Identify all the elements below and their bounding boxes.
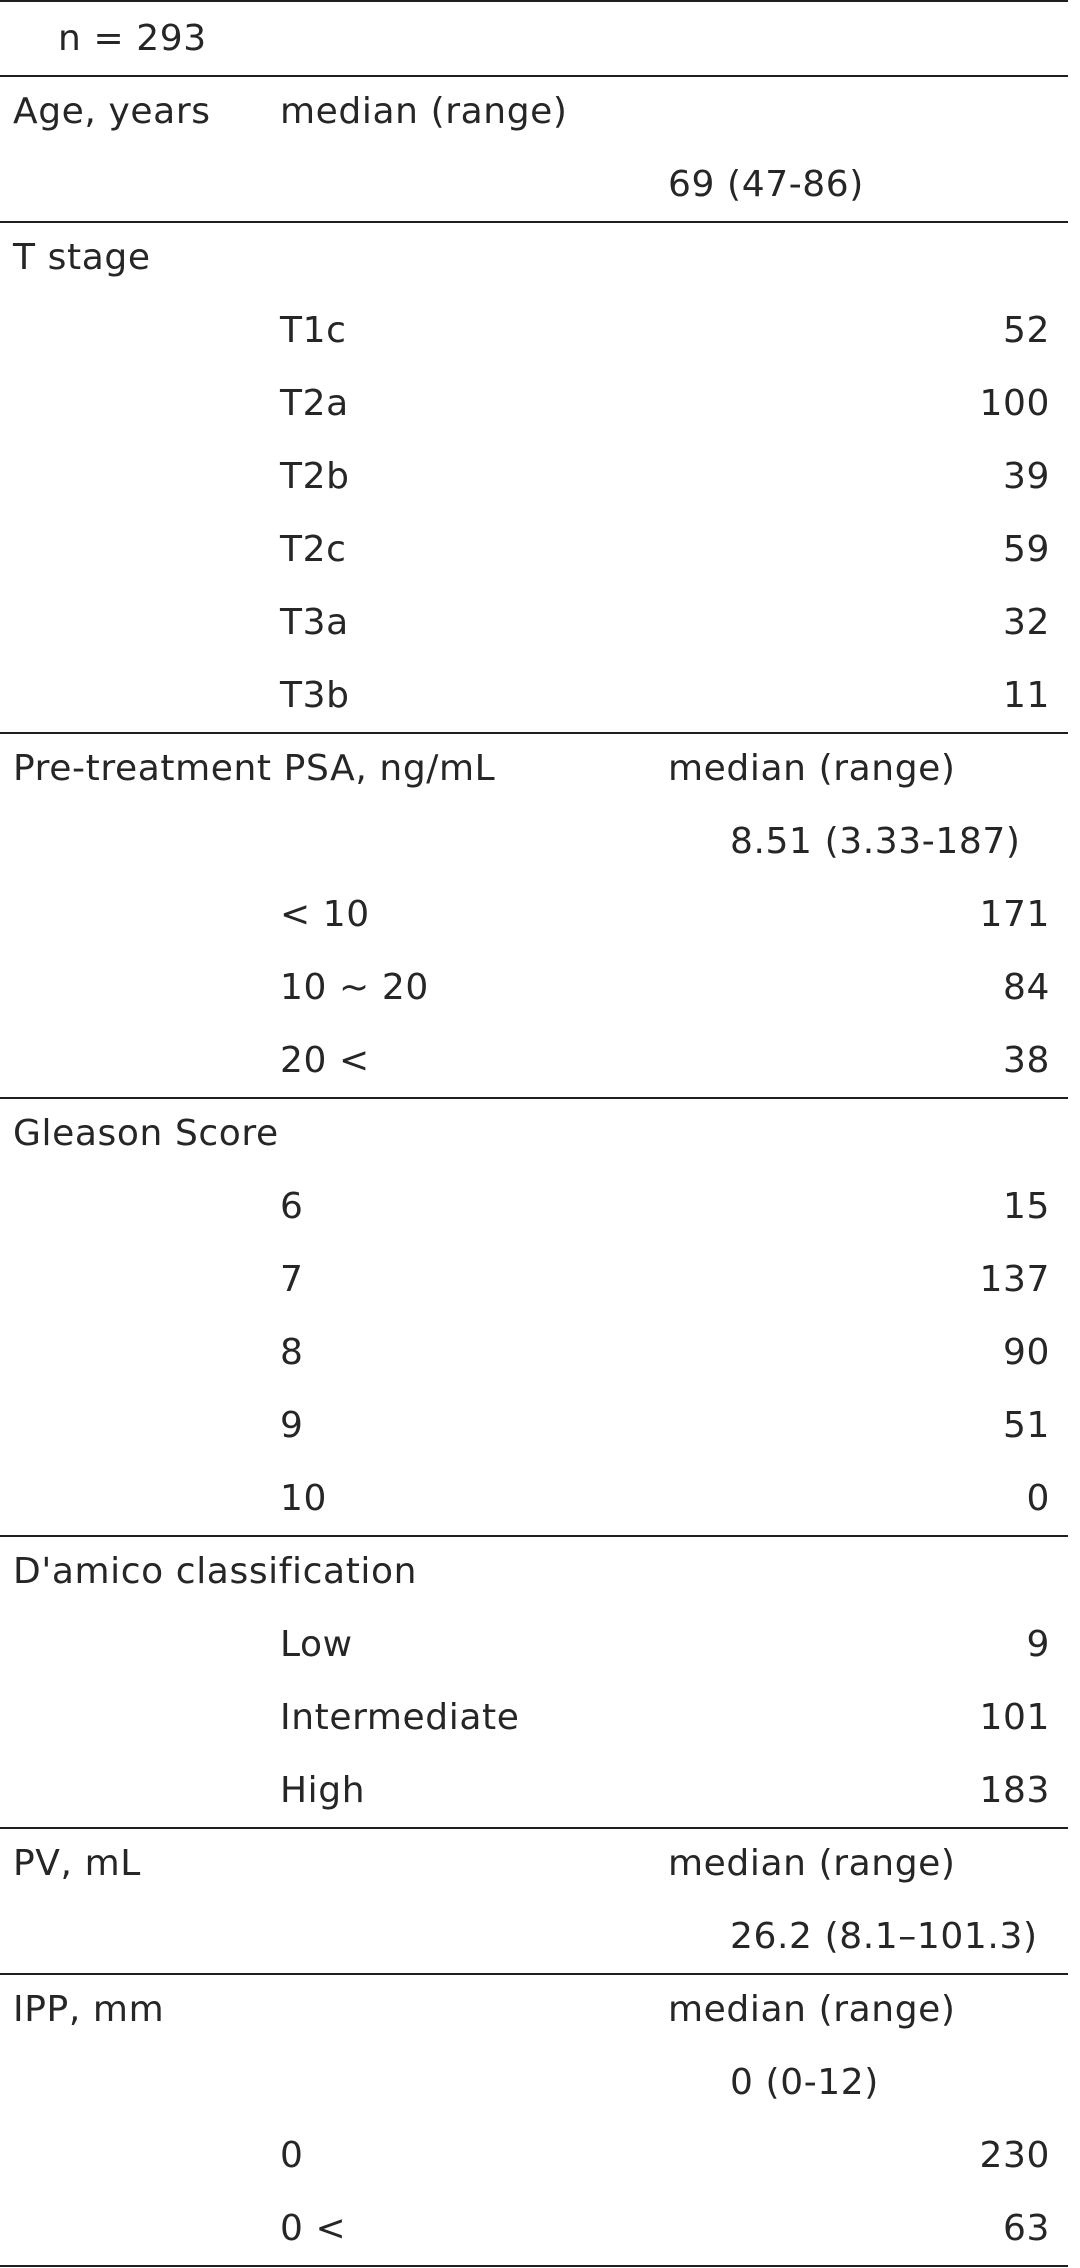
section-rule [0,1827,1068,1829]
count-cell: 11 [1002,675,1050,716]
category-cell: 9 [280,1405,304,1446]
count-cell: 0 [1026,1478,1050,1519]
count-cell: 90 [1002,1332,1050,1373]
category-cell: 0 < [280,2208,347,2249]
count-cell: 101 [979,1697,1050,1738]
section-rule [0,1097,1068,1099]
row-label: Age, years [13,91,211,132]
category-cell: 7 [280,1259,304,1300]
count-cell: 137 [979,1259,1050,1300]
row-label: Pre-treatment PSA, ng/mL [13,748,496,789]
category-cell: High [280,1770,366,1811]
category-cell: 8 [280,1332,304,1373]
count-cell: 52 [1002,310,1050,351]
count-cell: 51 [1002,1405,1050,1446]
section-rule [0,1973,1068,1975]
row-label: D'amico classification [13,1551,418,1592]
category-cell: 20 < [280,1040,370,1081]
category-cell: T1c [280,310,347,351]
count-cell: 171 [979,894,1050,935]
count-cell: 230 [979,2135,1050,2176]
category-cell: Low [280,1624,353,1665]
table-top-rule [0,0,1068,2]
count-cell: 38 [1002,1040,1050,1081]
category-cell: < 10 [280,894,370,935]
category-cell: 10 [280,1478,328,1519]
row-label: Gleason Score [13,1113,279,1154]
stat-label: median (range) [668,748,956,789]
row-label: PV, mL [13,1843,141,1884]
category-cell: T2c [280,529,347,570]
stat-label: median (range) [668,1989,956,2030]
section-rule [0,1535,1068,1537]
count-cell: 63 [1002,2208,1050,2249]
category-cell: T3b [280,675,350,716]
row-label: IPP, mm [13,1989,165,2030]
stat-label: median (range) [668,1843,956,1884]
median-value: 69 (47-86) [668,164,864,205]
category-cell: 6 [280,1186,304,1227]
count-cell: 84 [1002,967,1050,1008]
category-cell: T2b [280,456,350,497]
table-bottom-rule [0,2265,1068,2267]
count-cell: 100 [979,383,1050,424]
count-cell: 15 [1002,1186,1050,1227]
section-rule [0,75,1068,77]
median-value: 26.2 (8.1–101.3) [730,1916,1038,1957]
section-rule [0,221,1068,223]
median-value: 8.51 (3.33-187) [730,821,1021,862]
section-rule [0,732,1068,734]
category-cell: 10 ~ 20 [280,967,429,1008]
count-cell: 39 [1002,456,1050,497]
stat-label: median (range) [280,91,568,132]
category-cell: Intermediate [280,1697,520,1738]
category-cell: T2a [280,383,349,424]
category-cell: T3a [280,602,349,643]
count-cell: 183 [979,1770,1050,1811]
category-cell: 0 [280,2135,304,2176]
row-label: T stage [13,237,151,278]
median-value: 0 (0-12) [730,2062,879,2103]
sample-size-label: n = 293 [58,18,207,59]
count-cell: 9 [1026,1624,1050,1665]
count-cell: 59 [1002,529,1050,570]
count-cell: 32 [1002,602,1050,643]
